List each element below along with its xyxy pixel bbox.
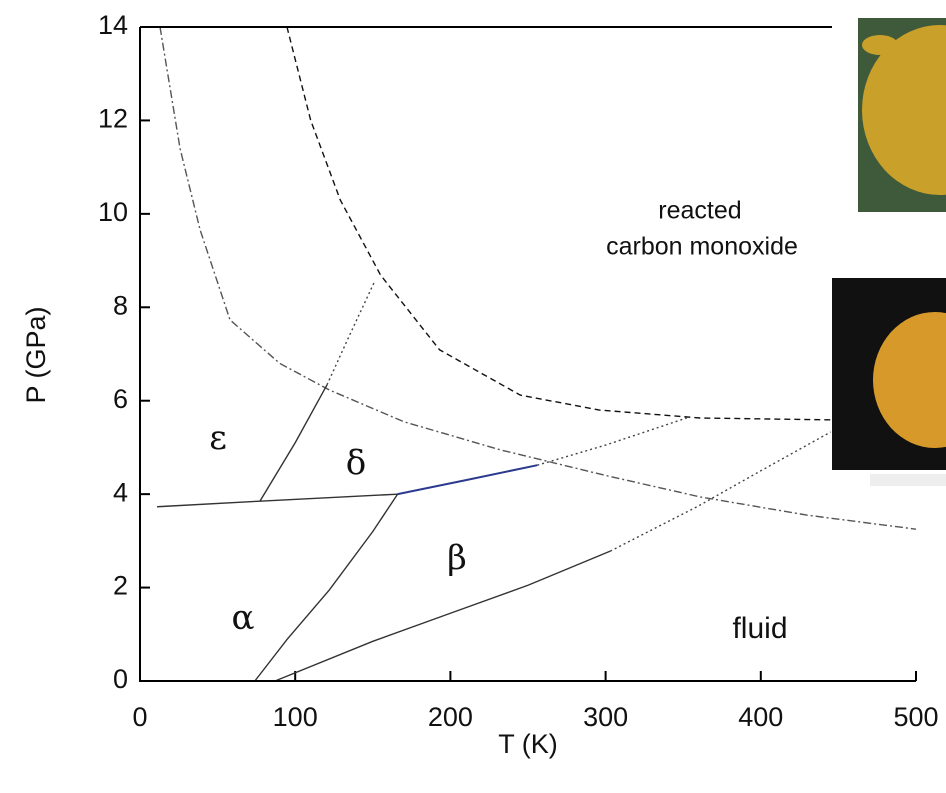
phase-boundary — [397, 464, 538, 496]
y-tick-label: 0 — [113, 664, 128, 694]
photo-blob — [862, 35, 898, 55]
region-label: fluid — [732, 612, 787, 645]
photo-sample — [873, 312, 946, 448]
photo-top — [858, 18, 946, 212]
x-tick-label: 300 — [583, 702, 628, 732]
phase-boundary — [159, 26, 917, 530]
y-tick-label: 6 — [113, 384, 128, 414]
region-label: reacted — [658, 197, 741, 225]
x-axis-title: T (K) — [498, 729, 558, 759]
y-tick-label: 8 — [113, 290, 128, 320]
photo-scale — [870, 474, 946, 486]
axis-frame — [139, 27, 916, 682]
phase-boundary — [259, 384, 328, 502]
x-tick-label: 200 — [428, 702, 473, 732]
x-tick-label: 100 — [273, 702, 318, 732]
x-tick-label: 0 — [132, 702, 147, 732]
phase-boundary — [157, 493, 398, 508]
phase-boundary — [326, 281, 375, 386]
x-tick-label: 400 — [738, 702, 783, 732]
region-label: α — [232, 598, 255, 638]
photo-sample — [862, 25, 946, 195]
region-label: β — [447, 538, 467, 578]
phase-boundary — [254, 493, 399, 682]
y-tick-label: 4 — [113, 477, 128, 507]
y-tick-label: 2 — [113, 571, 128, 601]
phase-boundary — [286, 26, 831, 421]
region-label: ε — [209, 418, 227, 458]
phase-boundary — [537, 416, 690, 466]
y-tick-label: 14 — [98, 10, 128, 40]
region-label: carbon monoxide — [606, 233, 798, 261]
phase-boundary — [274, 550, 611, 682]
photo-bottom — [832, 278, 946, 486]
y-axis-title: P (GPa) — [21, 306, 51, 403]
phase-boundary — [609, 431, 831, 552]
y-tick-label: 12 — [98, 104, 128, 134]
x-tick-label: 500 — [893, 702, 938, 732]
y-tick-label: 10 — [98, 197, 128, 227]
region-label: δ — [346, 443, 366, 483]
